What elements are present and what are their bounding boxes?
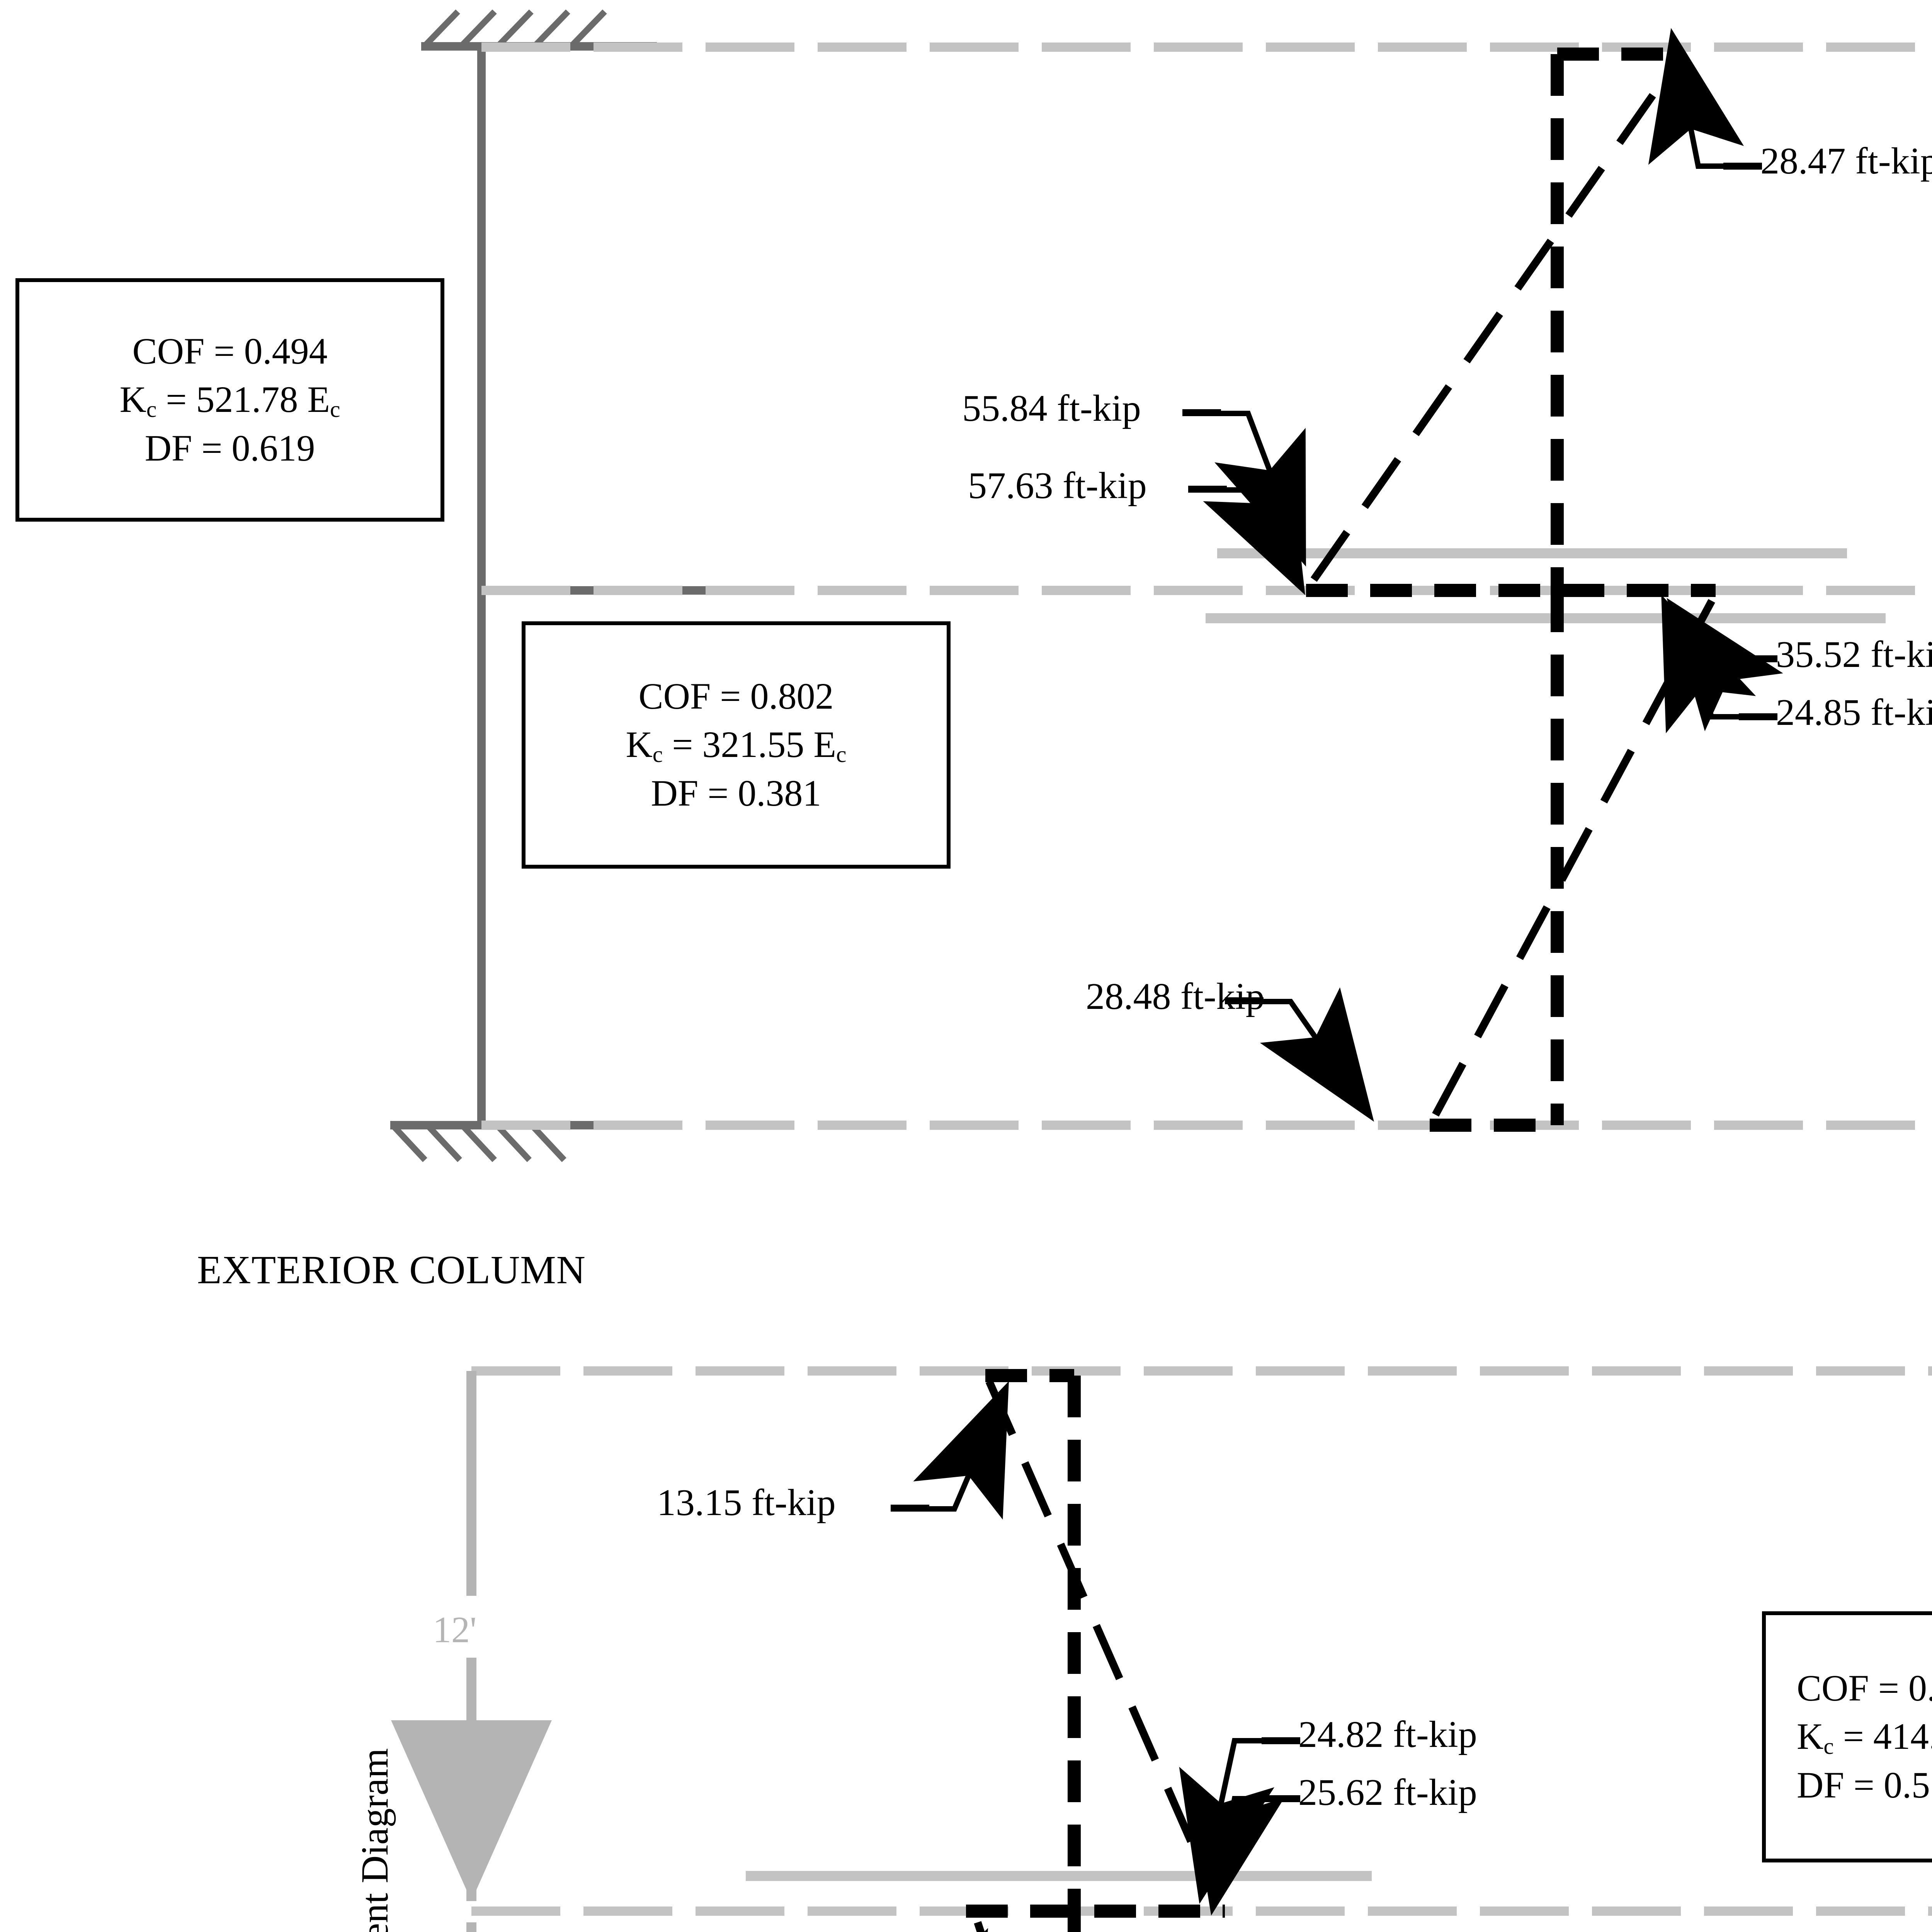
exterior-joint-band [1206, 548, 1886, 623]
df-value: DF = 0.578 [1797, 1764, 1932, 1806]
exterior-lower-column-property-box: COF = 0.802 Kc = 321.55 Ec DF = 0.381 [522, 621, 951, 869]
dimension-label-upper-story: 12' [433, 1609, 477, 1650]
interior-joint-band [746, 1871, 1372, 1881]
cof-value: COF = 0.513 [1797, 1667, 1932, 1709]
exterior-moment-chords [1310, 56, 1715, 1117]
moment-label-24-85: 24.85 ft-kip [1776, 692, 1932, 733]
moment-label-25-62: 25.62 ft-kip [1298, 1772, 1477, 1813]
exterior-moment-curve [1306, 48, 1716, 1132]
cof-value: COF = 0.802 [638, 675, 834, 717]
cof-value: COF = 0.494 [132, 330, 328, 372]
interior-axis-title: Interior Column Moment Diagram [353, 1748, 396, 1932]
interior-moment-chords [974, 1379, 1221, 1932]
moment-label-24-82: 24.82 ft-kip [1298, 1714, 1477, 1755]
df-value: DF = 0.381 [651, 772, 821, 814]
moment-label-13-15: 13.15 ft-kip [657, 1482, 836, 1524]
moment-label-35-52: 35.52 ft-kip [1776, 634, 1932, 675]
interior-moment-curve [966, 1369, 1225, 1932]
exterior-column-structure [390, 9, 750, 1162]
interior-reference-lines [471, 1366, 1932, 1916]
kc-value: Kc = 414.56 Ec [1797, 1715, 1932, 1759]
interior-leader-lines [888, 1381, 1300, 1932]
exterior-upper-column-property-box: COF = 0.494 Kc = 521.78 Ec DF = 0.619 [15, 278, 444, 522]
moment-label-55-84: 55.84 ft-kip [962, 388, 1141, 429]
moment-label-57-63: 57.63 ft-kip [968, 465, 1147, 507]
kc-value: Kc = 321.55 Ec [626, 723, 847, 767]
exterior-column-caption: EXTERIOR COLUMN [197, 1248, 586, 1292]
kc-value: Kc = 521.78 Ec [119, 378, 340, 422]
exterior-leader-lines [1182, 28, 1783, 1122]
df-value: DF = 0.619 [145, 427, 315, 469]
moment-label-28-48: 28.48 ft-kip [1086, 976, 1265, 1017]
moment-label-28-47: 28.47 ft-kip [1760, 140, 1932, 182]
exterior-reference-lines [481, 43, 1932, 1130]
interior-upper-column-property-box: COF = 0.513 Kc = 414.56 Ec DF = 0.578 [1762, 1611, 1932, 1862]
